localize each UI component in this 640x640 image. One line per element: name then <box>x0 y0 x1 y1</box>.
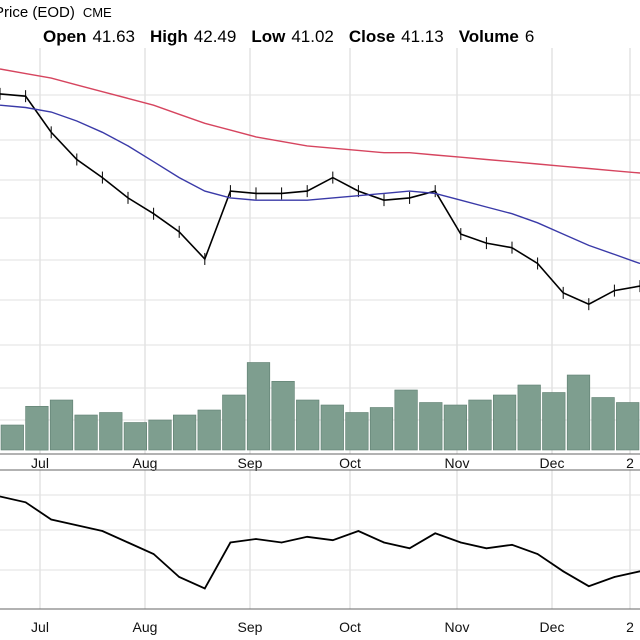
grid-layer <box>0 48 640 609</box>
indicator-point <box>511 544 513 546</box>
close-label: Close <box>348 27 396 46</box>
volume-bar <box>468 399 492 451</box>
volume-bar <box>394 389 418 451</box>
volume-bar <box>296 399 320 451</box>
volume-bar <box>320 404 344 451</box>
indicator-point <box>76 524 78 527</box>
series-line-moving-average-long <box>0 68 640 174</box>
x-tick-label: Sep <box>238 455 263 471</box>
indicator-point <box>204 587 206 590</box>
x-tick-label: Oct <box>339 619 361 635</box>
indicator-point <box>101 530 104 532</box>
axis-layer: Jul Jul Aug Aug Sep Sep Oct Oct Nov Nov Dec Dec 2 2 <box>31 455 634 635</box>
volume-bar <box>197 409 221 451</box>
indicator-point <box>306 536 309 538</box>
volume-layer <box>0 362 640 451</box>
volume-bar <box>443 404 468 451</box>
x-tick-label: 2 <box>626 619 634 635</box>
series-line-indicator <box>0 495 640 590</box>
volume-bar <box>25 405 49 451</box>
x-tick-label: Jul <box>31 455 49 471</box>
indicator-point <box>536 553 539 555</box>
indicator-point <box>178 576 180 578</box>
x-tick-label: Oct <box>339 455 361 471</box>
indicator-point <box>588 585 590 587</box>
volume-bar <box>345 412 369 451</box>
x-tick-label: Nov <box>445 455 470 471</box>
chart-title: Price (EOD) <box>0 4 75 21</box>
series-line-moving-average-short <box>0 104 640 265</box>
open-value: 41.63 <box>92 27 135 46</box>
volume-value: 6 <box>524 27 535 46</box>
volume-bar <box>492 394 517 451</box>
indicator-point <box>229 541 232 544</box>
indicator-layer <box>0 495 640 590</box>
indicator-point <box>613 576 616 578</box>
volume-bar <box>222 394 246 451</box>
indicator-point <box>24 501 27 504</box>
x-tick-label: 2 <box>626 455 634 471</box>
volume-bar <box>99 412 123 451</box>
x-tick-label: Dec <box>540 619 565 635</box>
volume-bar <box>49 399 74 451</box>
volume-bar <box>123 422 147 451</box>
volume-bar <box>246 362 271 451</box>
x-tick-label: Nov <box>445 619 470 635</box>
volume-bar <box>0 424 24 451</box>
low-label: Low <box>251 27 286 46</box>
indicator-point <box>50 518 52 521</box>
indicator-point <box>383 541 385 544</box>
indicator-point <box>460 541 462 544</box>
volume-bar <box>271 380 295 451</box>
high-value: 42.49 <box>193 27 237 46</box>
indicator-point <box>357 530 360 532</box>
indicator-point <box>255 538 257 540</box>
indicator-point <box>280 541 283 544</box>
volume-bar <box>74 414 98 451</box>
x-tick-label: Aug <box>133 619 158 635</box>
volume-bar <box>591 397 615 451</box>
series-line-price <box>0 93 640 306</box>
volume-bar <box>419 402 443 451</box>
indicator-point <box>485 547 488 550</box>
volume-label: Volume <box>458 27 519 46</box>
high-label: High <box>150 27 188 46</box>
x-tick-label: Sep <box>238 619 263 635</box>
indicator-point <box>434 532 437 535</box>
chart-title-line: Price (EOD) CME <box>0 4 112 21</box>
indicator-point <box>152 553 155 555</box>
volume-bar <box>517 384 541 451</box>
x-tick-label: Dec <box>540 455 565 471</box>
indicator-point <box>332 539 334 541</box>
volume-bar <box>148 419 172 451</box>
volume-bar <box>173 414 197 451</box>
x-tick-label: Jul <box>31 619 49 635</box>
data-source: CME <box>82 5 112 20</box>
indicator-point <box>127 541 129 544</box>
low-value: 41.02 <box>291 27 334 46</box>
open-label: Open <box>43 27 87 46</box>
chart-header: Price (EOD) CME Open 41.63 High 42.49 Low 41.0… <box>0 0 640 48</box>
indicator-point <box>562 570 564 573</box>
ohlc-readout: Open 41.63 High 42.49 Low 41.02 Close 41.13 Volu… <box>43 27 549 47</box>
volume-bar <box>616 402 640 451</box>
x-tick-label: Aug <box>133 455 158 471</box>
close-value: 41.13 <box>401 27 444 46</box>
indicator-point <box>408 547 411 550</box>
price-layer <box>0 68 640 311</box>
indicator-point <box>0 495 1 498</box>
volume-bar <box>566 374 591 451</box>
volume-bar <box>369 407 394 451</box>
volume-bar <box>542 392 566 451</box>
